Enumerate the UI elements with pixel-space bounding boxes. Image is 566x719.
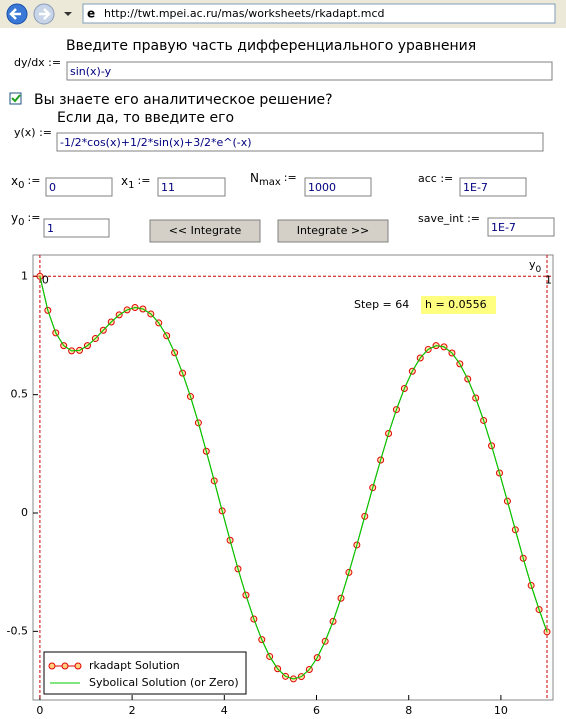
- legend-marker: [61, 662, 69, 670]
- input-value: 1: [47, 222, 54, 235]
- x-tick-label: 2: [129, 704, 136, 717]
- input-value: sin(x)-y: [70, 65, 112, 78]
- x-tick-label: 6: [313, 704, 320, 717]
- text-input[interactable]: [304, 177, 372, 197]
- equation-prompt: Введите правую часть дифференциального у…: [66, 38, 476, 54]
- step-label: Step = 64: [354, 298, 409, 311]
- button-label: Integrate >>: [297, 224, 370, 237]
- text-input[interactable]: [56, 132, 544, 152]
- field-label: y0:=: [11, 211, 40, 229]
- text-input[interactable]: [66, 61, 553, 81]
- label-sub: max: [259, 177, 281, 188]
- label-sub: 1: [128, 180, 134, 191]
- input-value: 1E-7: [463, 181, 488, 194]
- corner-label: 0: [42, 273, 49, 286]
- x-tick-label: 0: [36, 704, 43, 717]
- field-label: x1:=: [121, 174, 150, 192]
- series-line: [39, 276, 548, 680]
- history-dropdown[interactable]: [64, 12, 72, 16]
- label-name: x: [11, 174, 18, 188]
- analytic-prompt: Если да, то введите его: [57, 110, 234, 126]
- input-value: -1/2*cos(x)+1/2*sin(x)+3/2*e^(-x): [60, 136, 252, 149]
- text-input[interactable]: [459, 177, 527, 197]
- label-name: x: [121, 174, 128, 188]
- page-icon: e: [87, 7, 95, 21]
- field-label: save_int :=: [418, 212, 480, 225]
- legend-marker: [74, 662, 82, 670]
- label-name: N: [250, 171, 259, 185]
- address-bar[interactable]: [82, 3, 556, 24]
- legend-box: [43, 651, 247, 695]
- label-assign: :=: [137, 174, 150, 187]
- field-label: acc :=: [418, 172, 453, 185]
- h-label: h = 0.0556: [425, 298, 487, 311]
- legend-marker: [48, 662, 56, 670]
- text-input[interactable]: [487, 217, 555, 237]
- x-tick-label: 10: [494, 704, 508, 717]
- legend-label: rkadapt Solution: [89, 659, 180, 672]
- checkbox[interactable]: [9, 92, 22, 105]
- text-input[interactable]: [43, 218, 110, 238]
- back-arrow: [9, 8, 21, 20]
- label-assign: :=: [27, 211, 40, 224]
- label-sub: 0: [18, 217, 24, 228]
- url: http://twt.mpei.ac.ru/mas/worksheets/rka…: [104, 7, 385, 20]
- checkmark: [11, 94, 21, 103]
- integrate-button[interactable]: [149, 219, 261, 243]
- input-value: 0: [49, 181, 56, 194]
- integrate-button[interactable]: [277, 219, 389, 243]
- series-line: [39, 276, 548, 680]
- input-value: 1E-7: [491, 221, 516, 234]
- ref-label-sub: 0: [536, 265, 542, 275]
- label-assign: :=: [27, 174, 40, 187]
- button-label: << Integrate: [169, 224, 242, 237]
- input-value: 11: [161, 181, 175, 194]
- series-line: [39, 276, 548, 680]
- x-tick-label: 8: [405, 704, 412, 717]
- corner-label: 1: [545, 273, 552, 286]
- ref-label-name: y: [529, 258, 536, 271]
- y-tick-label: -0.5: [7, 624, 28, 637]
- plot-frame: [32, 254, 554, 701]
- text-input[interactable]: [157, 177, 226, 197]
- field-label: x0:=: [11, 174, 40, 192]
- y-tick-label: 1: [21, 269, 28, 282]
- forward-arrow: [39, 8, 51, 20]
- form: Введите правую часть дифференциального у…: [9, 38, 555, 243]
- y-tick-label: 0.5: [11, 388, 29, 401]
- y-tick-label: 0: [21, 506, 28, 519]
- input-value: 1000: [308, 181, 336, 194]
- ref-label: y0: [529, 258, 542, 275]
- field-label: Nmax:=: [250, 171, 297, 189]
- label-name: y: [11, 211, 18, 225]
- label-sub: 0: [18, 180, 24, 191]
- analytic-question: Вы знаете его аналитическое решение?: [34, 92, 333, 108]
- text-input[interactable]: [45, 177, 113, 197]
- field-label: dy/dx :=: [14, 56, 61, 69]
- label-assign: :=: [284, 171, 297, 184]
- x-tick-label: 4: [221, 704, 228, 717]
- field-label: y(x) :=: [14, 126, 52, 139]
- h-highlight: [421, 296, 496, 314]
- legend-label: Sybolical Solution (or Zero): [89, 676, 239, 689]
